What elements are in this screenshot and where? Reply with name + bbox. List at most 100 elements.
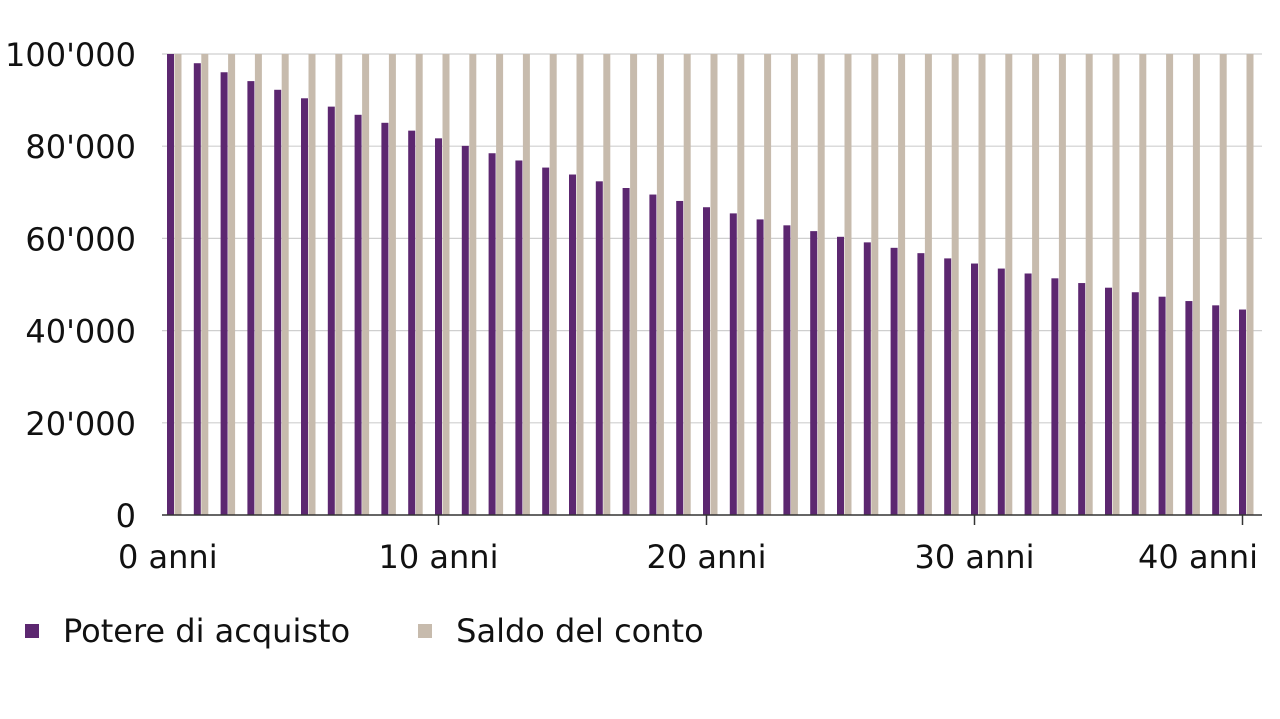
bar-saldo-del-conto [522, 54, 530, 515]
bar-saldo-del-conto [281, 54, 289, 515]
y-tick-label: 60'000 [25, 220, 136, 258]
bar-saldo-del-conto [1032, 54, 1040, 515]
legend-swatch-purple [25, 624, 39, 638]
bar-potere-di-acquisto [783, 225, 791, 516]
bar-saldo-del-conto [174, 54, 182, 515]
bar-potere-di-acquisto [595, 181, 603, 516]
bar-potere-di-acquisto [917, 253, 925, 515]
y-tick-label: 40'000 [25, 313, 136, 351]
legend-swatch-beige [418, 624, 433, 638]
bar-saldo-del-conto [388, 54, 396, 515]
bar-potere-di-acquisto [1051, 278, 1059, 515]
bar-saldo-del-conto [201, 54, 209, 515]
bar-saldo-del-conto [1112, 54, 1120, 515]
bar-potere-di-acquisto [1158, 296, 1166, 515]
bar-potere-di-acquisto [837, 236, 844, 516]
bar-potere-di-acquisto [193, 63, 201, 515]
x-tick-label: 10 anni [379, 538, 499, 576]
bar-saldo-del-conto [978, 54, 986, 515]
bar-potere-di-acquisto [1078, 283, 1086, 515]
bar-potere-di-acquisto [1024, 273, 1032, 515]
y-tick-label: 100'000 [5, 36, 136, 74]
bar-potere-di-acquisto [676, 200, 684, 515]
bar-saldo-del-conto [656, 54, 664, 515]
bar-saldo-del-conto [817, 54, 825, 515]
bar-saldo-del-conto [603, 54, 611, 515]
bar-potere-di-acquisto [1212, 305, 1220, 515]
bar-potere-di-acquisto [274, 89, 282, 516]
bar-potere-di-acquisto [729, 213, 737, 515]
x-tick-label: 20 anni [647, 538, 767, 576]
bar-potere-di-acquisto [381, 122, 389, 516]
bar-saldo-del-conto [898, 54, 906, 515]
legend: Potere di acquisto Saldo del conto [25, 612, 772, 650]
bar-saldo-del-conto [630, 54, 638, 515]
bar-saldo-del-conto [576, 54, 584, 515]
bar-potere-di-acquisto [247, 81, 255, 515]
bar-saldo-del-conto [683, 54, 691, 515]
bar-potere-di-acquisto [1239, 309, 1246, 515]
bar-potere-di-acquisto [1131, 292, 1139, 515]
bar-potere-di-acquisto [354, 114, 362, 516]
bar-saldo-del-conto [335, 54, 343, 515]
bar-saldo-del-conto [1058, 54, 1066, 515]
bar-potere-di-acquisto [997, 268, 1005, 515]
bar-saldo-del-conto [469, 54, 477, 515]
bar-potere-di-acquisto [890, 247, 898, 515]
bar-saldo-del-conto [228, 54, 236, 515]
bar-potere-di-acquisto [863, 242, 871, 515]
bar-saldo-del-conto [1166, 54, 1174, 515]
y-tick-label: 80'000 [25, 128, 136, 166]
bar-saldo-del-conto [871, 54, 879, 515]
bar-saldo-del-conto [924, 54, 932, 515]
bar-potere-di-acquisto [542, 167, 550, 515]
bar-saldo-del-conto [844, 54, 852, 515]
bar-saldo-del-conto [1085, 54, 1093, 515]
bar-potere-di-acquisto [971, 263, 978, 515]
bar-saldo-del-conto [1219, 54, 1227, 515]
bar-potere-di-acquisto [703, 207, 710, 515]
bar-saldo-del-conto [415, 54, 423, 515]
bar-saldo-del-conto [764, 54, 772, 515]
y-tick-label: 0 [116, 497, 136, 535]
bar-potere-di-acquisto [220, 72, 228, 515]
x-tick-label: 40 anni [1138, 538, 1258, 576]
bar-saldo-del-conto [951, 54, 959, 515]
bar-saldo-del-conto [308, 54, 316, 515]
bar-saldo-del-conto [737, 54, 745, 515]
bar-saldo-del-conto [442, 54, 450, 515]
bar-potere-di-acquisto [515, 160, 523, 515]
bar-potere-di-acquisto [569, 174, 576, 515]
bar-potere-di-acquisto [1105, 287, 1112, 515]
bar-saldo-del-conto [1005, 54, 1013, 515]
bar-potere-di-acquisto [622, 188, 630, 515]
legend-item-potere-di-acquisto: Potere di acquisto [25, 612, 350, 650]
x-tick-label: 30 anni [915, 538, 1035, 576]
bar-saldo-del-conto [496, 54, 504, 515]
bar-saldo-del-conto [790, 54, 798, 515]
bar-potere-di-acquisto [327, 106, 335, 516]
legend-label: Potere di acquisto [63, 612, 351, 650]
bar-potere-di-acquisto [408, 130, 416, 516]
legend-label: Saldo del conto [456, 612, 704, 650]
y-tick-label: 20'000 [25, 405, 136, 443]
x-tick-label: 0 anni [118, 538, 218, 576]
bar-potere-di-acquisto [488, 153, 496, 515]
bar-saldo-del-conto [1246, 54, 1254, 515]
y-axis-tick-labels: 0 20'000 40'000 60'000 80'000 100'000 [5, 36, 136, 535]
legend-item-saldo-del-conto: Saldo del conto [418, 612, 704, 650]
bar-potere-di-acquisto [461, 145, 469, 515]
bar-series [167, 54, 1254, 516]
bar-potere-di-acquisto [167, 54, 174, 515]
bar-potere-di-acquisto [301, 98, 308, 515]
bar-saldo-del-conto [362, 54, 370, 515]
bar-potere-di-acquisto [810, 231, 818, 515]
bar-saldo-del-conto [1192, 54, 1200, 515]
bar-potere-di-acquisto [1185, 301, 1193, 515]
bar-saldo-del-conto [1139, 54, 1147, 515]
bar-saldo-del-conto [710, 54, 718, 515]
bar-potere-di-acquisto [756, 219, 764, 515]
x-axis-ticks: 0 anni 10 anni 20 anni 30 anni 40 anni [118, 515, 1258, 576]
bar-potere-di-acquisto [649, 194, 657, 515]
